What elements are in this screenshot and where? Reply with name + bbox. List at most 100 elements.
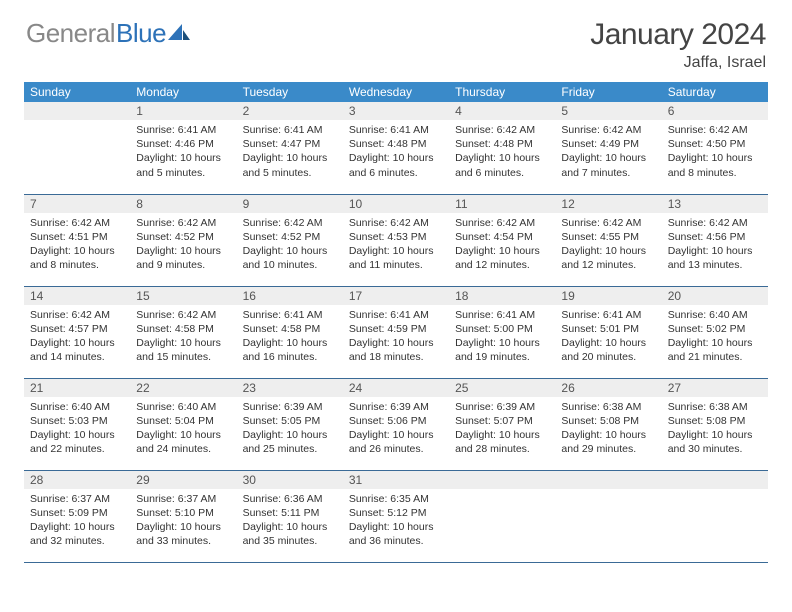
calendar-day-cell: 24Sunrise: 6:39 AMSunset: 5:06 PMDayligh… bbox=[343, 378, 449, 470]
sunrise-label: Sunrise: bbox=[561, 124, 600, 136]
sunrise-line: Sunrise: 6:41 AM bbox=[243, 123, 337, 137]
calendar-day-cell: 6Sunrise: 6:42 AMSunset: 4:50 PMDaylight… bbox=[662, 102, 768, 194]
sunset-line: Sunset: 5:05 PM bbox=[243, 414, 337, 428]
daylight-label: Daylight: bbox=[136, 521, 177, 533]
sunset-line: Sunset: 4:52 PM bbox=[243, 230, 337, 244]
daylight-label: Daylight: bbox=[349, 245, 390, 257]
day-body: Sunrise: 6:40 AMSunset: 5:02 PMDaylight:… bbox=[662, 305, 768, 369]
daylight-label: Daylight: bbox=[30, 429, 71, 441]
day-number-empty bbox=[555, 471, 661, 489]
daylight-label: Daylight: bbox=[136, 152, 177, 164]
sunrise-label: Sunrise: bbox=[455, 401, 494, 413]
sunrise-line: Sunrise: 6:41 AM bbox=[349, 308, 443, 322]
sunset-line: Sunset: 5:00 PM bbox=[455, 322, 549, 336]
day-body: Sunrise: 6:42 AMSunset: 4:52 PMDaylight:… bbox=[237, 213, 343, 277]
daylight-label: Daylight: bbox=[561, 152, 602, 164]
sunrise-value: 6:40 AM bbox=[178, 401, 217, 413]
sunrise-label: Sunrise: bbox=[349, 217, 388, 229]
day-body: Sunrise: 6:41 AMSunset: 4:46 PMDaylight:… bbox=[130, 120, 236, 184]
sunset-value: 4:55 PM bbox=[600, 231, 639, 243]
sunset-line: Sunset: 4:46 PM bbox=[136, 137, 230, 151]
day-number: 26 bbox=[555, 379, 661, 397]
sunset-value: 5:05 PM bbox=[281, 415, 320, 427]
calendar-week-row: 28Sunrise: 6:37 AMSunset: 5:09 PMDayligh… bbox=[24, 470, 768, 562]
sunrise-line: Sunrise: 6:39 AM bbox=[455, 400, 549, 414]
day-number: 7 bbox=[24, 195, 130, 213]
daylight-label: Daylight: bbox=[349, 521, 390, 533]
day-number: 14 bbox=[24, 287, 130, 305]
calendar-day-cell: 14Sunrise: 6:42 AMSunset: 4:57 PMDayligh… bbox=[24, 286, 130, 378]
sunset-line: Sunset: 5:10 PM bbox=[136, 506, 230, 520]
day-number: 19 bbox=[555, 287, 661, 305]
sunset-label: Sunset: bbox=[243, 415, 279, 427]
sunset-line: Sunset: 5:11 PM bbox=[243, 506, 337, 520]
sunset-value: 4:53 PM bbox=[387, 231, 426, 243]
daylight-line: Daylight: 10 hours and 14 minutes. bbox=[30, 336, 124, 364]
sunset-label: Sunset: bbox=[136, 138, 172, 150]
sunrise-label: Sunrise: bbox=[30, 309, 69, 321]
weekday-header: Thursday bbox=[449, 82, 555, 102]
sunset-value: 4:57 PM bbox=[69, 323, 108, 335]
sunrise-label: Sunrise: bbox=[136, 309, 175, 321]
sunrise-label: Sunrise: bbox=[349, 493, 388, 505]
daylight-label: Daylight: bbox=[136, 429, 177, 441]
daylight-label: Daylight: bbox=[455, 429, 496, 441]
calendar-day-cell: 10Sunrise: 6:42 AMSunset: 4:53 PMDayligh… bbox=[343, 194, 449, 286]
day-number-empty bbox=[24, 102, 130, 120]
calendar-day-cell: 25Sunrise: 6:39 AMSunset: 5:07 PMDayligh… bbox=[449, 378, 555, 470]
sunset-label: Sunset: bbox=[136, 507, 172, 519]
calendar-day-cell: 27Sunrise: 6:38 AMSunset: 5:08 PMDayligh… bbox=[662, 378, 768, 470]
day-body: Sunrise: 6:36 AMSunset: 5:11 PMDaylight:… bbox=[237, 489, 343, 553]
sunset-line: Sunset: 5:01 PM bbox=[561, 322, 655, 336]
calendar-day-cell: 12Sunrise: 6:42 AMSunset: 4:55 PMDayligh… bbox=[555, 194, 661, 286]
sunrise-label: Sunrise: bbox=[349, 401, 388, 413]
calendar-day-cell: 21Sunrise: 6:40 AMSunset: 5:03 PMDayligh… bbox=[24, 378, 130, 470]
sunset-line: Sunset: 4:59 PM bbox=[349, 322, 443, 336]
day-number: 1 bbox=[130, 102, 236, 120]
sunrise-line: Sunrise: 6:41 AM bbox=[561, 308, 655, 322]
sunset-line: Sunset: 4:54 PM bbox=[455, 230, 549, 244]
daylight-line: Daylight: 10 hours and 20 minutes. bbox=[561, 336, 655, 364]
sunset-value: 5:07 PM bbox=[494, 415, 533, 427]
sunset-label: Sunset: bbox=[30, 415, 66, 427]
sunset-label: Sunset: bbox=[30, 507, 66, 519]
calendar-week-row: 14Sunrise: 6:42 AMSunset: 4:57 PMDayligh… bbox=[24, 286, 768, 378]
daylight-line: Daylight: 10 hours and 9 minutes. bbox=[136, 244, 230, 272]
day-body: Sunrise: 6:40 AMSunset: 5:03 PMDaylight:… bbox=[24, 397, 130, 461]
sunset-label: Sunset: bbox=[243, 138, 279, 150]
day-number: 15 bbox=[130, 287, 236, 305]
weekday-header: Sunday bbox=[24, 82, 130, 102]
day-number: 8 bbox=[130, 195, 236, 213]
daylight-label: Daylight: bbox=[349, 337, 390, 349]
day-number: 10 bbox=[343, 195, 449, 213]
day-number: 4 bbox=[449, 102, 555, 120]
sunset-label: Sunset: bbox=[349, 138, 385, 150]
weekday-header: Saturday bbox=[662, 82, 768, 102]
sunset-line: Sunset: 5:02 PM bbox=[668, 322, 762, 336]
sunrise-label: Sunrise: bbox=[561, 217, 600, 229]
logo-text-part2: Blue bbox=[116, 18, 166, 49]
sunrise-line: Sunrise: 6:42 AM bbox=[349, 216, 443, 230]
calendar-week-row: 1Sunrise: 6:41 AMSunset: 4:46 PMDaylight… bbox=[24, 102, 768, 194]
day-body: Sunrise: 6:42 AMSunset: 4:53 PMDaylight:… bbox=[343, 213, 449, 277]
daylight-line: Daylight: 10 hours and 19 minutes. bbox=[455, 336, 549, 364]
sunrise-value: 6:42 AM bbox=[603, 217, 642, 229]
calendar-day-cell: 23Sunrise: 6:39 AMSunset: 5:05 PMDayligh… bbox=[237, 378, 343, 470]
day-body: Sunrise: 6:42 AMSunset: 4:48 PMDaylight:… bbox=[449, 120, 555, 184]
daylight-label: Daylight: bbox=[243, 521, 284, 533]
sunset-line: Sunset: 4:50 PM bbox=[668, 137, 762, 151]
day-number: 29 bbox=[130, 471, 236, 489]
day-body: Sunrise: 6:42 AMSunset: 4:54 PMDaylight:… bbox=[449, 213, 555, 277]
daylight-line: Daylight: 10 hours and 5 minutes. bbox=[136, 151, 230, 179]
weekday-header: Friday bbox=[555, 82, 661, 102]
sunrise-line: Sunrise: 6:42 AM bbox=[668, 216, 762, 230]
daylight-line: Daylight: 10 hours and 15 minutes. bbox=[136, 336, 230, 364]
sunrise-value: 6:42 AM bbox=[709, 124, 748, 136]
sunset-label: Sunset: bbox=[243, 323, 279, 335]
calendar-day-cell: 22Sunrise: 6:40 AMSunset: 5:04 PMDayligh… bbox=[130, 378, 236, 470]
sunset-line: Sunset: 4:52 PM bbox=[136, 230, 230, 244]
sunset-label: Sunset: bbox=[349, 415, 385, 427]
daylight-label: Daylight: bbox=[349, 152, 390, 164]
daylight-line: Daylight: 10 hours and 11 minutes. bbox=[349, 244, 443, 272]
sunrise-value: 6:42 AM bbox=[603, 124, 642, 136]
